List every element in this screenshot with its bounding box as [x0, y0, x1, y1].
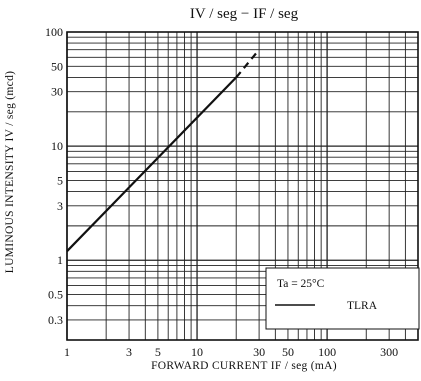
y-tick-label: 10 [51, 139, 63, 153]
x-tick-label: 50 [282, 345, 294, 359]
plot-frame [66, 31, 419, 341]
series-line-tlra-solid [66, 76, 237, 252]
x-tick-label: 3 [126, 345, 132, 359]
legend: Ta = 25°C TLRA [265, 267, 420, 330]
x-tick-label: 30 [253, 345, 265, 359]
x-axis-label: FORWARD CURRENT IF / seg (mA) [151, 360, 337, 372]
y-axis-label: LUMINOUS INTENSITY IV / seg (mcd) [4, 71, 16, 274]
y-tick-label: 100 [45, 25, 63, 39]
series-line-tlra-dashed [235, 48, 260, 79]
legend-entry-tlra: TLRA [347, 300, 378, 312]
series-lines [66, 48, 260, 252]
chart-title: IV / seg − IF / seg [190, 6, 299, 22]
y-tick-label: 0.5 [48, 288, 63, 302]
y-tick-label: 30 [51, 85, 63, 99]
y-tick-label: 3 [57, 199, 63, 213]
x-tick-label: 10 [191, 345, 203, 359]
x-tick-label: 300 [380, 345, 398, 359]
x-tick-label: 1 [64, 345, 70, 359]
y-tick-label: 50 [51, 59, 63, 73]
x-tick-label: 100 [318, 345, 336, 359]
legend-frame [265, 267, 420, 330]
y-tick-label: 5 [57, 173, 63, 187]
legend-condition: Ta = 25°C [277, 278, 325, 290]
y-tick-label: 1 [57, 253, 63, 267]
tick-labels: 1 3 5 10 30 50 100 300 0.3 0.5 1 3 5 10 30 50 100 [45, 25, 398, 359]
x-tick-label: 5 [155, 345, 161, 359]
y-tick-label: 0.3 [48, 313, 63, 327]
